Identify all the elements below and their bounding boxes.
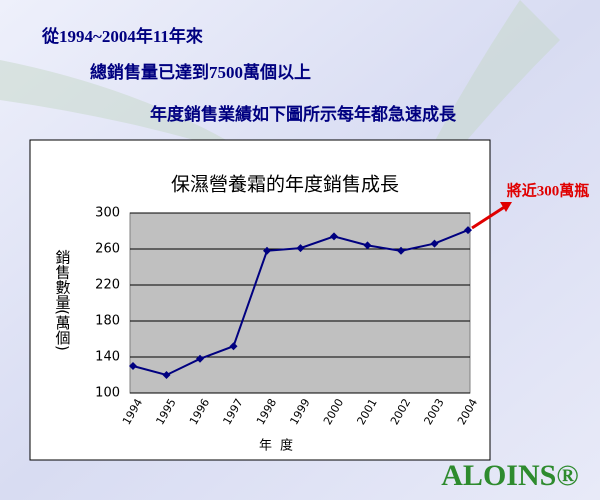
y-tick-label: 300 — [95, 206, 120, 221]
data-point — [263, 246, 271, 255]
y-tick-label: 260 — [95, 242, 120, 257]
plot-area — [129, 212, 471, 394]
y-tick-label: 220 — [95, 278, 120, 293]
header-line: 總銷售量已達到7500萬個以上 — [90, 62, 311, 82]
data-point — [430, 239, 439, 248]
header-line: 年度銷售業績如下圖所示每年都急速成長 — [150, 104, 457, 124]
y-tick-label: 100 — [95, 386, 120, 401]
arrow-head — [500, 202, 512, 212]
y-axis-label: 銷售數量(萬個) — [54, 249, 72, 351]
chart-title: 保濕營養霜的年度銷售成長 — [171, 174, 399, 196]
data-point — [464, 226, 472, 235]
data-point — [229, 342, 238, 351]
data-point — [162, 371, 171, 379]
header-line: 從1994~2004年11年來 — [41, 26, 203, 46]
y-tick-label: 140 — [95, 350, 120, 365]
logo: ALOINS® — [441, 459, 578, 492]
x-axis-label: 年度 — [259, 438, 301, 454]
aloe-leaf — [0, 60, 260, 160]
y-tick-label: 180 — [95, 314, 120, 329]
data-point — [363, 241, 372, 250]
data-point — [397, 246, 405, 255]
data-point — [129, 362, 137, 370]
data-point — [330, 232, 338, 241]
annotation-arrow — [471, 204, 507, 230]
data-point — [196, 354, 204, 363]
data-point — [296, 244, 305, 253]
annotation: 將近300萬瓶 — [507, 181, 590, 199]
